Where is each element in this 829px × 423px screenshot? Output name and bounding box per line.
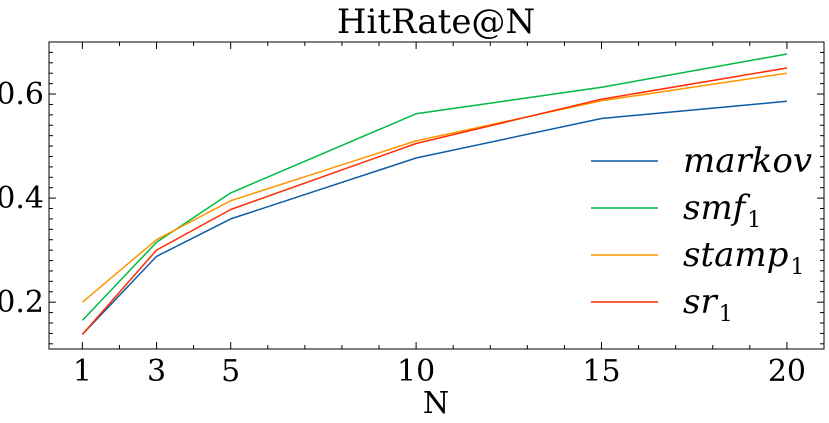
y-tick-label: 0.2 — [0, 285, 44, 320]
x-tick-label: 15 — [582, 354, 620, 389]
legend-label-stamp1: stamp1 — [683, 235, 804, 280]
series-line-smf1 — [81, 53, 788, 321]
y-tick-label: 0.6 — [0, 77, 44, 112]
y-tick-labels: 0.2 0.4 0.6 — [0, 77, 44, 320]
plot-frame — [48, 41, 825, 350]
x-tick-label: 3 — [147, 354, 166, 389]
chart-title: HitRate@N — [337, 2, 535, 42]
x-tick-labels: 1 3 5 10 15 20 — [73, 354, 806, 389]
legend-label-smf1: smf1 — [683, 188, 761, 233]
series-line-sr1 — [81, 67, 788, 335]
legend-label-markov: markov — [683, 141, 812, 181]
x-tick-label: 5 — [221, 354, 240, 389]
legend-label-sr1: sr1 — [683, 282, 733, 327]
series-line-markov — [81, 100, 787, 335]
minor-ticks — [49, 42, 824, 349]
x-tick-label: 1 — [73, 354, 92, 389]
y-tick-label: 0.4 — [0, 181, 44, 216]
x-axis-label: N — [423, 386, 449, 421]
major-ticks — [49, 42, 824, 349]
x-tick-label: 10 — [397, 354, 435, 389]
x-tick-label: 20 — [768, 354, 806, 389]
series-layer — [81, 53, 788, 335]
series-line-stamp1 — [81, 72, 788, 303]
